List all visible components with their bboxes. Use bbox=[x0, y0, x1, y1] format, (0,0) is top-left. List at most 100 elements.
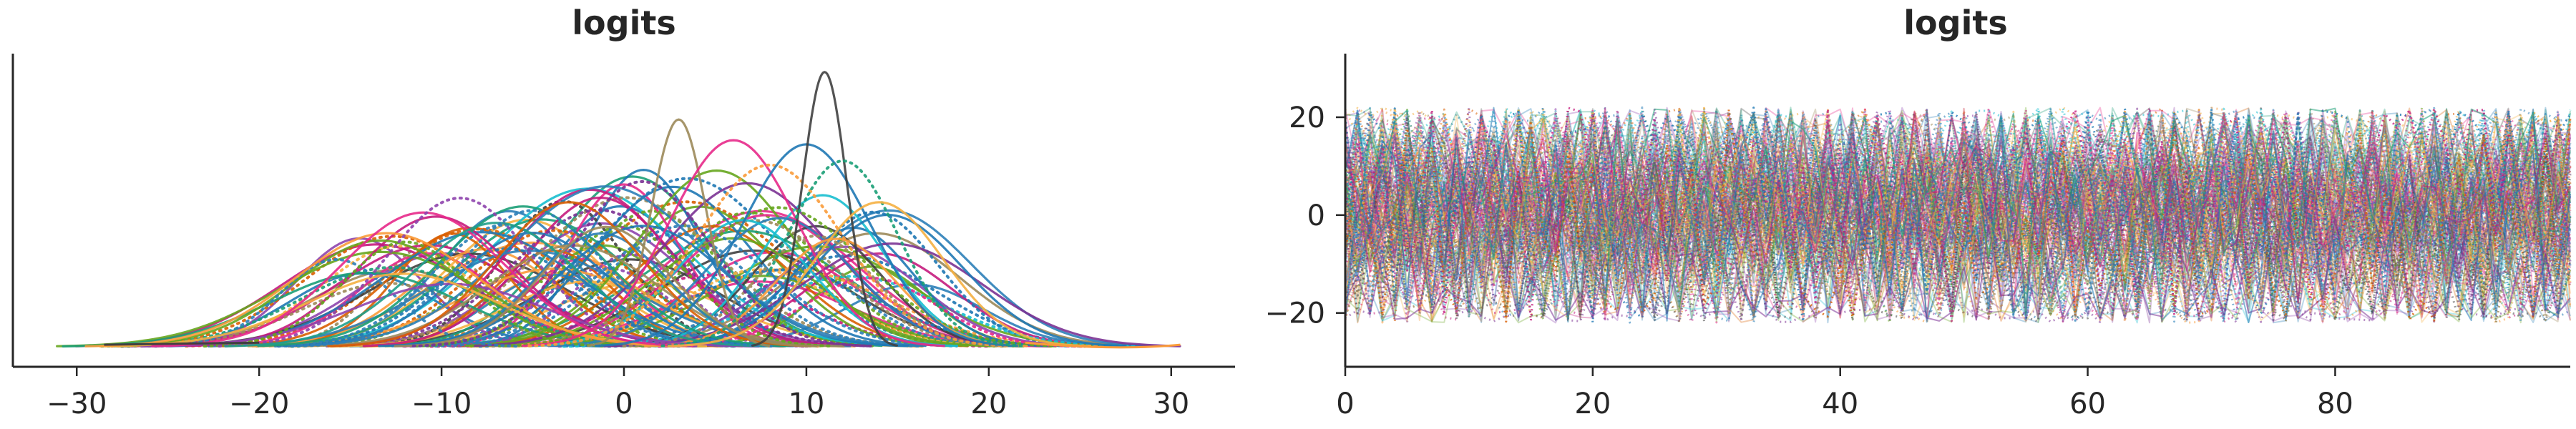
kde-curves bbox=[56, 71, 1181, 349]
kde-curve-89 bbox=[291, 185, 920, 347]
kde-curve-114 bbox=[291, 209, 775, 348]
kde-curve-113 bbox=[224, 222, 769, 347]
trace-line-161 bbox=[1344, 107, 2571, 322]
trace-line-56 bbox=[1344, 106, 2572, 295]
trace-line-101 bbox=[1344, 109, 2571, 268]
kde-curve-112 bbox=[218, 196, 703, 348]
kde-panel-title: logits bbox=[572, 4, 675, 42]
trace-line-156 bbox=[1344, 113, 2572, 324]
trace-line-114 bbox=[1345, 107, 2571, 323]
trace-line-146 bbox=[1345, 110, 2571, 323]
kde-curve-122 bbox=[751, 71, 898, 347]
trace-line-84 bbox=[1345, 107, 2571, 322]
trace-y-ticks: −20 0 20 bbox=[1265, 102, 1345, 330]
trace-line-153 bbox=[1345, 182, 2571, 324]
kde-x-tick-label: −30 bbox=[47, 388, 107, 420]
kde-curve-119 bbox=[521, 139, 945, 347]
kde-curve-111 bbox=[151, 211, 696, 347]
trace-line-82 bbox=[1344, 139, 2572, 324]
trace-line-48 bbox=[1344, 107, 2572, 267]
trace-line-66 bbox=[1345, 162, 2572, 323]
trace-x-tick-label: 20 bbox=[1574, 388, 1611, 420]
trace-line-94 bbox=[1344, 106, 2572, 324]
trace-line-14 bbox=[1344, 108, 2572, 323]
kde-curve-11 bbox=[381, 175, 883, 347]
kde-tail-right bbox=[1025, 341, 1181, 349]
kde-curve-110 bbox=[84, 232, 689, 347]
kde-curve-68 bbox=[419, 185, 927, 347]
trace-line-118 bbox=[1345, 216, 2571, 322]
kde-tail-left bbox=[104, 341, 260, 346]
kde-curve-107 bbox=[203, 240, 608, 348]
trace-line-127 bbox=[1345, 126, 2572, 238]
trace-x-ticks: 0 20 40 60 80 bbox=[1336, 367, 2353, 420]
trace-line-142 bbox=[1345, 133, 2571, 287]
kde-curve-93 bbox=[277, 247, 739, 348]
trace-line-88 bbox=[1344, 139, 2571, 323]
trace-y-tick-label: −20 bbox=[1265, 297, 1325, 330]
trace-y-tick-label: 20 bbox=[1289, 102, 1325, 134]
kde-x-ticks: −30 −20 −10 0 10 20 30 bbox=[47, 367, 1189, 420]
trace-line-166 bbox=[1345, 107, 2571, 312]
trace-line-150 bbox=[1345, 109, 2571, 303]
trace-line-169 bbox=[1345, 112, 2571, 323]
kde-curve-85 bbox=[104, 239, 658, 347]
kde-curve-96 bbox=[547, 217, 1012, 347]
trace-line-130 bbox=[1345, 128, 2571, 267]
trace-line-138 bbox=[1345, 164, 2571, 320]
trace-x-tick-label: 0 bbox=[1336, 388, 1354, 420]
trace-line-120 bbox=[1345, 112, 2571, 323]
trace-line-131 bbox=[1345, 156, 2572, 324]
trace-line-164 bbox=[1344, 124, 2572, 324]
kde-curve-67 bbox=[562, 275, 1141, 348]
trace-x-tick-label: 80 bbox=[2317, 388, 2353, 420]
trace-panel-title: logits bbox=[1903, 4, 2007, 42]
trace-line-65 bbox=[1345, 137, 2572, 276]
trace-line-106 bbox=[1345, 137, 2571, 262]
trace-line-162 bbox=[1344, 107, 2572, 300]
trace-line-134 bbox=[1345, 164, 2571, 310]
trace-line-143 bbox=[1345, 107, 2571, 324]
kde-x-tick-label: 10 bbox=[788, 388, 824, 420]
kde-curve-104 bbox=[257, 205, 789, 347]
trace-line-163 bbox=[1345, 107, 2571, 323]
trace-line-77 bbox=[1345, 107, 2571, 237]
trace-panel: logits 0 20 40 60 80 −20 0 20 bbox=[1265, 4, 2572, 420]
trace-line-41 bbox=[1345, 159, 2571, 315]
trace-line-3 bbox=[1344, 111, 2572, 283]
trace-line-154 bbox=[1345, 118, 2571, 319]
trace-line-108 bbox=[1345, 114, 2571, 297]
kde-curve-61 bbox=[362, 196, 838, 347]
trace-line-85 bbox=[1344, 133, 2572, 290]
kde-curve-106 bbox=[140, 282, 760, 348]
kde-curve-86 bbox=[325, 208, 872, 347]
trace-line-4 bbox=[1344, 109, 2572, 317]
trace-line-54 bbox=[1345, 106, 2572, 306]
trace-line-38 bbox=[1344, 108, 2572, 288]
kde-x-tick-label: −20 bbox=[229, 388, 289, 420]
trace-line-139 bbox=[1345, 108, 2571, 318]
kde-curve-120 bbox=[527, 163, 1013, 347]
kde-curve-83 bbox=[464, 169, 969, 347]
kde-curve-115 bbox=[327, 201, 811, 347]
kde-curve-49 bbox=[331, 196, 923, 347]
kde-x-tick-label: 30 bbox=[1153, 388, 1189, 420]
trace-lines bbox=[1344, 106, 2572, 324]
trace-line-98 bbox=[1345, 107, 2571, 320]
trace-line-49 bbox=[1345, 109, 2571, 310]
trace-x-tick-label: 60 bbox=[2069, 388, 2106, 420]
kde-curve-51 bbox=[287, 229, 820, 347]
trace-line-72 bbox=[1344, 109, 2571, 315]
trace-line-92 bbox=[1345, 108, 2571, 321]
kde-curve-97 bbox=[411, 224, 958, 347]
trace-line-133 bbox=[1344, 114, 2572, 323]
trace-x-tick-label: 40 bbox=[1822, 388, 1858, 420]
kde-curve-77 bbox=[470, 237, 996, 347]
trace-line-129 bbox=[1345, 157, 2571, 324]
kde-curve-99 bbox=[497, 206, 1058, 347]
kde-curve-117 bbox=[411, 179, 873, 347]
kde-curve-124 bbox=[667, 201, 1091, 347]
trace-y-tick-label: 0 bbox=[1307, 199, 1325, 232]
trace-line-91 bbox=[1344, 112, 2572, 323]
